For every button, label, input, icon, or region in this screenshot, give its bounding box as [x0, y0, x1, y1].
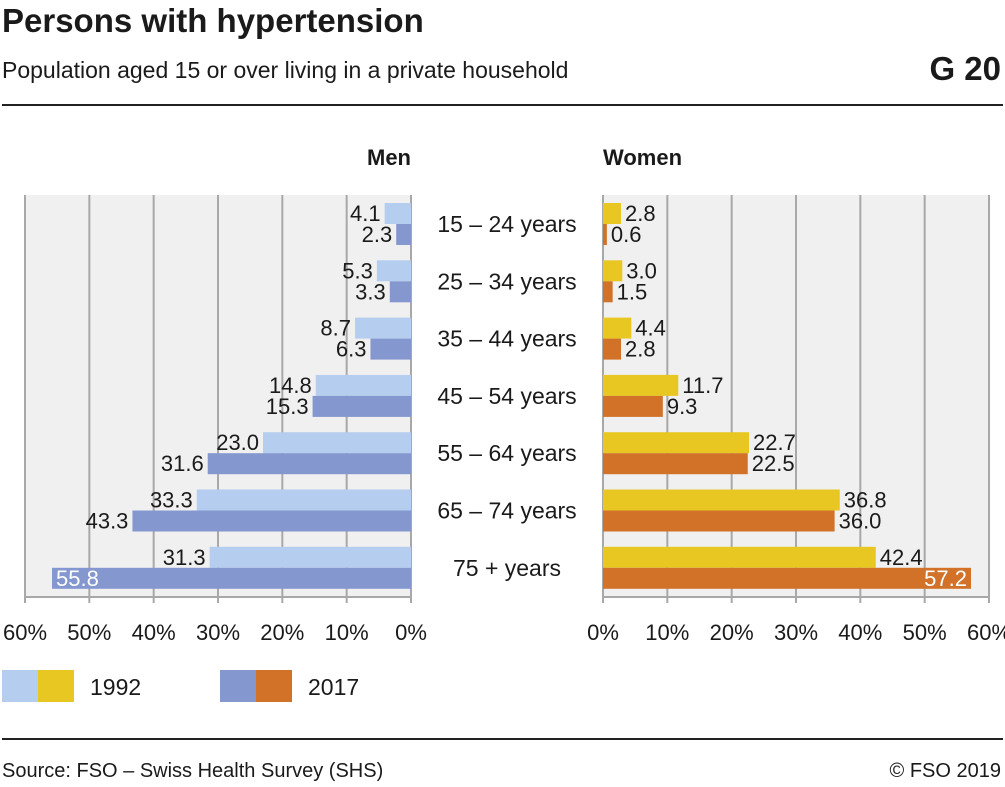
women-tick-label: 10% [645, 620, 689, 645]
men-tick-label: 40% [132, 620, 176, 645]
copyright: © FSO 2019 [889, 760, 1001, 782]
men-data-label: 33.3 [150, 488, 193, 513]
women-bar-1992 [603, 374, 679, 396]
women-data-label: 57.2 [924, 566, 967, 591]
men-data-label: 23.0 [216, 430, 259, 455]
women-data-label: 22.7 [753, 430, 796, 455]
men-panel-title: Men [367, 145, 411, 170]
men-data-label: 6.3 [336, 337, 367, 362]
men-bar-2017 [132, 510, 412, 532]
men-bar-2017 [389, 281, 411, 303]
men-bar-1992 [315, 374, 411, 396]
legend-label: 2017 [308, 674, 359, 700]
men-data-label: 31.6 [161, 451, 204, 476]
men-bar-1992 [384, 203, 411, 224]
women-tick-label: 50% [903, 620, 947, 645]
men-tick-label: 60% [3, 620, 47, 645]
top-rule [2, 104, 1003, 106]
men-data-label: 31.3 [163, 545, 206, 570]
men-bar-1992 [263, 432, 411, 454]
legend-swatch-men-1992 [2, 670, 38, 702]
women-bar-1992 [603, 432, 750, 454]
women-bar-1992 [603, 546, 876, 568]
women-data-label: 4.4 [635, 316, 666, 341]
men-tick-label: 30% [196, 620, 240, 645]
women-data-label: 3.0 [626, 258, 657, 283]
women-data-label: 36.0 [839, 509, 882, 534]
women-bar-1992 [603, 260, 623, 282]
men-data-label: 15.3 [266, 394, 309, 419]
category-label: 25 – 34 years [437, 268, 576, 294]
women-data-label: 9.3 [667, 394, 698, 419]
women-tick-label: 0% [587, 620, 619, 645]
category-label: 15 – 24 years [437, 211, 576, 237]
legend-swatch-women-2017 [256, 670, 292, 702]
men-data-label: 14.8 [269, 373, 312, 398]
chart-subtitle: Population aged 15 or over living in a p… [2, 57, 569, 83]
men-bar-1992 [209, 546, 411, 568]
women-bar-1992 [603, 203, 622, 224]
source-note: Source: FSO – Swiss Health Survey (SHS) [2, 760, 384, 782]
category-label: 65 – 74 years [437, 498, 576, 524]
category-label: 75 + years [453, 555, 561, 581]
men-data-label: 3.3 [355, 279, 386, 304]
women-bar-1992 [603, 317, 632, 339]
men-data-label: 43.3 [86, 509, 129, 534]
women-data-label: 1.5 [617, 279, 648, 304]
women-tick-label: 60% [967, 620, 1005, 645]
category-label: 45 – 54 years [437, 383, 576, 409]
men-bar-1992 [376, 260, 411, 282]
men-tick-label: 10% [325, 620, 369, 645]
women-data-label: 0.6 [611, 222, 642, 247]
men-bar-2017 [396, 224, 411, 245]
category-label: 35 – 44 years [437, 326, 576, 352]
legend-label: 1992 [90, 674, 141, 700]
men-tick-label: 20% [260, 620, 304, 645]
men-data-label: 55.8 [56, 566, 99, 591]
women-bar-2017 [603, 510, 835, 532]
women-data-label: 36.8 [844, 488, 887, 513]
men-bar-1992 [196, 489, 411, 511]
women-tick-label: 20% [710, 620, 754, 645]
women-data-label: 2.8 [625, 337, 656, 362]
men-tick-label: 0% [395, 620, 427, 645]
legend-swatch-women-1992 [38, 670, 74, 702]
women-data-label: 42.4 [880, 545, 923, 570]
women-tick-label: 30% [774, 620, 818, 645]
women-tick-label: 40% [838, 620, 882, 645]
men-bar-1992 [355, 317, 411, 339]
men-data-label: 4.1 [350, 201, 381, 226]
women-bar-2017 [603, 567, 971, 589]
women-bar-2017 [603, 281, 613, 303]
women-bar-2017 [603, 338, 622, 360]
women-bar-2017 [603, 224, 607, 245]
women-bar-2017 [603, 453, 748, 475]
men-bar-2017 [370, 338, 411, 360]
category-label: 55 – 64 years [437, 440, 576, 466]
women-panel-title: Women [603, 145, 682, 170]
women-bar-2017 [603, 395, 663, 417]
men-bar-2017 [207, 453, 411, 475]
legend-swatch-men-2017 [220, 670, 256, 702]
bottom-rule [2, 738, 1003, 740]
graphic-number: G 20 [929, 50, 1001, 87]
women-bar-1992 [603, 489, 840, 511]
men-tick-label: 50% [67, 620, 111, 645]
chart-title: Persons with hypertension [2, 2, 424, 39]
women-data-label: 2.8 [625, 201, 656, 226]
men-bar-2017 [312, 395, 411, 417]
men-data-label: 5.3 [342, 258, 373, 283]
women-data-label: 11.7 [682, 373, 723, 398]
men-data-label: 2.3 [362, 222, 393, 247]
men-bar-2017 [52, 567, 412, 589]
men-data-label: 8.7 [320, 316, 351, 341]
women-data-label: 22.5 [752, 451, 795, 476]
